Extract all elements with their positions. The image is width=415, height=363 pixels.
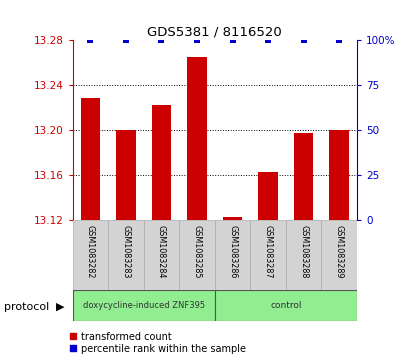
Title: GDS5381 / 8116520: GDS5381 / 8116520 <box>147 26 282 39</box>
Text: control: control <box>270 301 302 310</box>
Point <box>194 37 200 43</box>
Point <box>336 37 342 43</box>
Bar <box>294 133 313 220</box>
Text: GSM1083285: GSM1083285 <box>193 225 202 279</box>
Text: GSM1083289: GSM1083289 <box>334 225 344 279</box>
Text: GSM1083284: GSM1083284 <box>157 225 166 279</box>
Bar <box>73 290 215 321</box>
Point <box>158 37 165 43</box>
Text: GSM1083287: GSM1083287 <box>264 225 273 279</box>
Bar <box>187 57 207 220</box>
Text: GSM1083282: GSM1083282 <box>86 225 95 279</box>
Text: GSM1083288: GSM1083288 <box>299 225 308 279</box>
Bar <box>152 105 171 220</box>
Text: ▶: ▶ <box>56 302 64 312</box>
Point <box>122 37 129 43</box>
Text: protocol: protocol <box>4 302 49 312</box>
Bar <box>116 130 136 220</box>
Bar <box>258 172 278 220</box>
Bar <box>286 220 321 290</box>
Bar <box>223 217 242 220</box>
Bar <box>144 220 179 290</box>
Point <box>265 37 271 43</box>
Legend: transformed count, percentile rank within the sample: transformed count, percentile rank withi… <box>69 331 246 354</box>
Bar <box>215 290 357 321</box>
Bar <box>179 220 215 290</box>
Bar <box>215 220 250 290</box>
Text: doxycycline-induced ZNF395: doxycycline-induced ZNF395 <box>83 301 205 310</box>
Point <box>87 37 94 43</box>
Text: GSM1083283: GSM1083283 <box>122 225 130 279</box>
Bar <box>73 220 108 290</box>
Bar <box>81 98 100 220</box>
Bar <box>108 220 144 290</box>
Text: GSM1083286: GSM1083286 <box>228 225 237 279</box>
Point <box>300 37 307 43</box>
Bar <box>250 220 286 290</box>
Point <box>229 37 236 43</box>
Bar <box>330 130 349 220</box>
Bar <box>321 220 357 290</box>
